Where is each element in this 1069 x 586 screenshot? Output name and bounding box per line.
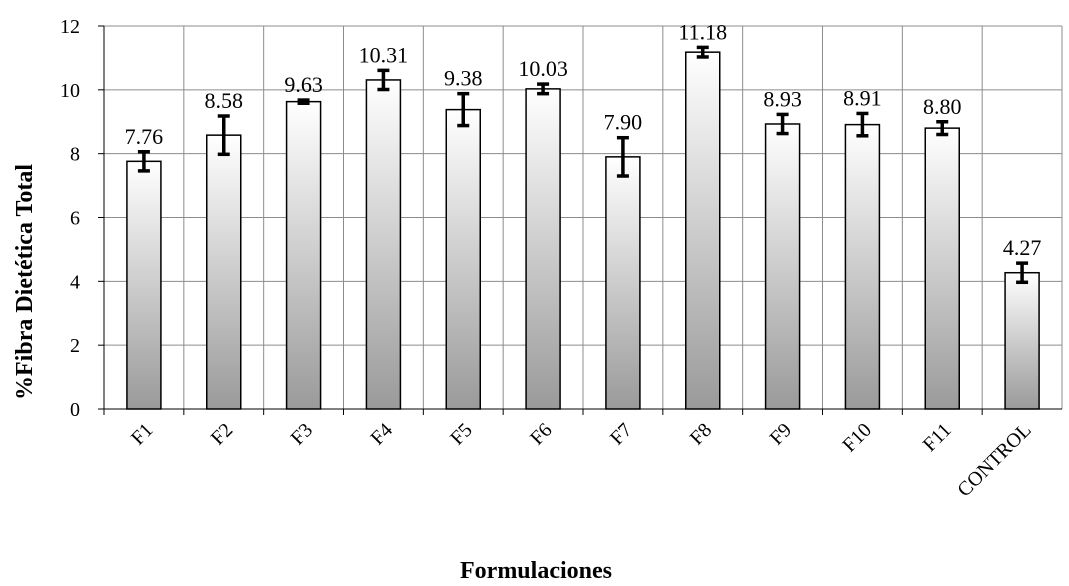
data-label-f10: 8.91 (843, 85, 882, 110)
bar-f9 (764, 123, 801, 410)
bar-f5 (445, 108, 481, 410)
bar-f3 (285, 100, 322, 410)
data-label-f7: 7.90 (604, 110, 643, 135)
data-label-f4: 10.31 (359, 42, 409, 67)
y-tick-label: 10 (60, 80, 80, 102)
x-tick-label-f5: F5 (446, 419, 476, 449)
x-tick-label-f4: F4 (366, 419, 396, 449)
error-bars (137, 45, 1029, 285)
data-label-f11: 8.80 (923, 94, 962, 119)
data-label-f2: 8.58 (205, 88, 244, 113)
y-tick-label: 0 (70, 399, 80, 421)
y-tick-label: 12 (60, 16, 80, 38)
x-tick-label-f10: F10 (838, 419, 876, 457)
y-tick-label: 4 (70, 271, 80, 293)
gridlines (104, 25, 1063, 409)
x-tick-label-f7: F7 (606, 419, 636, 449)
x-tick-label-f3: F3 (287, 419, 317, 449)
x-tick-label-f11: F11 (919, 419, 956, 456)
data-label-f1: 7.76 (125, 124, 164, 149)
x-tick-label-f1: F1 (127, 419, 157, 449)
x-tick-label-f2: F2 (207, 419, 237, 449)
bar-f6 (525, 88, 561, 410)
bar-f8 (685, 51, 721, 410)
x-tick-label-f8: F8 (686, 419, 716, 449)
bars (126, 51, 1040, 410)
bar-f2 (206, 134, 242, 410)
bar-f4 (365, 79, 402, 410)
bar-f1 (126, 160, 162, 410)
y-tick-label: 2 (70, 335, 80, 357)
y-axis-title: %Fibra Dietética Total (12, 164, 38, 400)
data-label-f3: 9.63 (284, 72, 323, 97)
data-label-control: 4.27 (1003, 235, 1042, 260)
x-tick-label-control: CONTROL (953, 419, 1035, 501)
bar-f11 (924, 127, 960, 410)
x-tick-label-f6: F6 (526, 419, 556, 449)
data-label-f5: 9.38 (444, 66, 483, 91)
data-label-f8: 11.18 (678, 19, 727, 44)
data-labels: 7.76 8.58 9.63 10.31 9.38 10.03 7.90 11.18 8.93 8… (125, 19, 1042, 260)
y-tick-label: 6 (70, 208, 80, 230)
x-axis-title: Formulaciones (460, 558, 612, 584)
bar-f7 (605, 156, 641, 410)
bar-f10 (844, 123, 881, 410)
data-label-f9: 8.93 (763, 86, 802, 111)
bar-control (1004, 271, 1040, 410)
y-tick-label: 8 (70, 144, 80, 166)
x-tick-label-f9: F9 (766, 419, 796, 449)
data-label-f6: 10.03 (518, 56, 568, 81)
